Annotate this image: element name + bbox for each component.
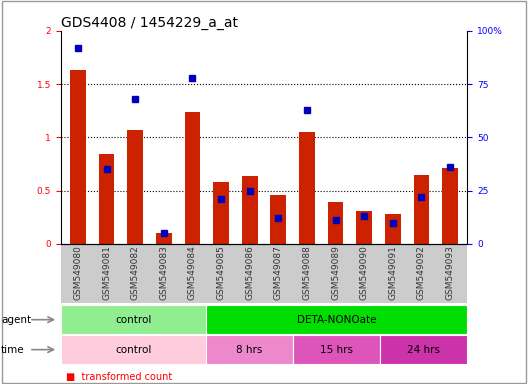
Text: 15 hrs: 15 hrs	[320, 344, 353, 355]
Bar	[385, 214, 401, 244]
Text: control: control	[115, 344, 152, 355]
Bar	[242, 175, 258, 244]
Bar	[99, 154, 115, 244]
Text: control: control	[115, 314, 152, 325]
Bar	[413, 175, 429, 244]
Bar	[156, 233, 172, 244]
Bar	[185, 112, 200, 244]
Text: GDS4408 / 1454229_a_at: GDS4408 / 1454229_a_at	[61, 16, 238, 30]
Bar	[299, 132, 315, 244]
Bar	[70, 70, 86, 244]
Text: agent: agent	[1, 314, 31, 325]
Bar	[328, 202, 343, 244]
Text: ■  transformed count: ■ transformed count	[66, 372, 172, 382]
Text: 24 hrs: 24 hrs	[407, 344, 440, 355]
Bar	[213, 182, 229, 244]
Bar	[356, 211, 372, 244]
Text: time: time	[1, 344, 25, 355]
Bar	[270, 195, 286, 244]
Text: 8 hrs: 8 hrs	[237, 344, 262, 355]
Bar	[442, 168, 458, 244]
Text: DETA-NONOate: DETA-NONOate	[297, 314, 376, 325]
Bar	[127, 130, 143, 244]
